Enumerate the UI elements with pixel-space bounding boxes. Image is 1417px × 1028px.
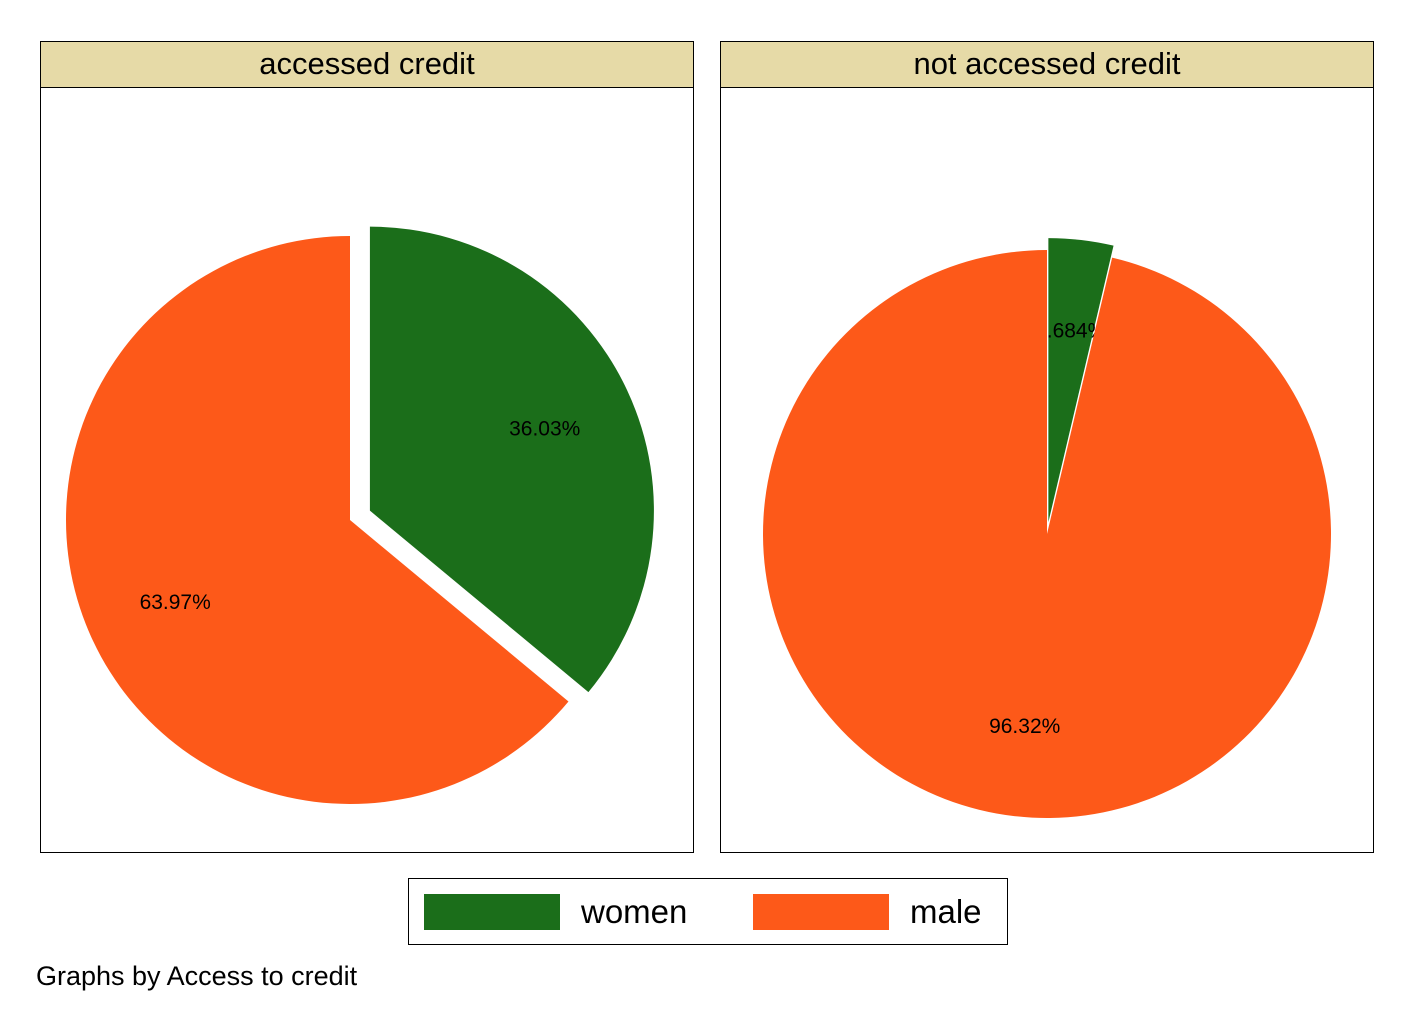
legend-label-women: women bbox=[581, 893, 688, 930]
pie-slice-male bbox=[763, 250, 1332, 818]
pie-slice-women bbox=[369, 226, 654, 693]
panel-title: accessed credit bbox=[41, 42, 693, 88]
slice-label-male: 96.32% bbox=[989, 715, 1060, 738]
legend-label-male: male bbox=[910, 893, 982, 930]
legend-swatch-women bbox=[424, 894, 560, 930]
panel-title: not accessed credit bbox=[721, 42, 1373, 88]
slice-label-women: 36.03% bbox=[509, 418, 580, 441]
pie-accessed-credit: 36.03% 63.97% bbox=[65, 226, 654, 804]
slice-label-male: 63.97% bbox=[140, 591, 211, 614]
pie-slice-male bbox=[65, 236, 569, 804]
legend-swatch-male bbox=[753, 894, 889, 930]
graphs-by-note: Graphs by Access to credit bbox=[36, 961, 358, 991]
pie-not-accessed-credit: 3.684% 96.32% bbox=[763, 238, 1332, 818]
pie-slice-women bbox=[1048, 238, 1114, 523]
panel-not-accessed-credit: not accessed credit 3.684% 96.32% bbox=[720, 41, 1374, 853]
legend: women male bbox=[408, 878, 1008, 945]
panel-accessed-credit: accessed credit 36.03% 63.97% bbox=[40, 41, 694, 853]
slice-label-women: 3.684% bbox=[1035, 319, 1106, 342]
